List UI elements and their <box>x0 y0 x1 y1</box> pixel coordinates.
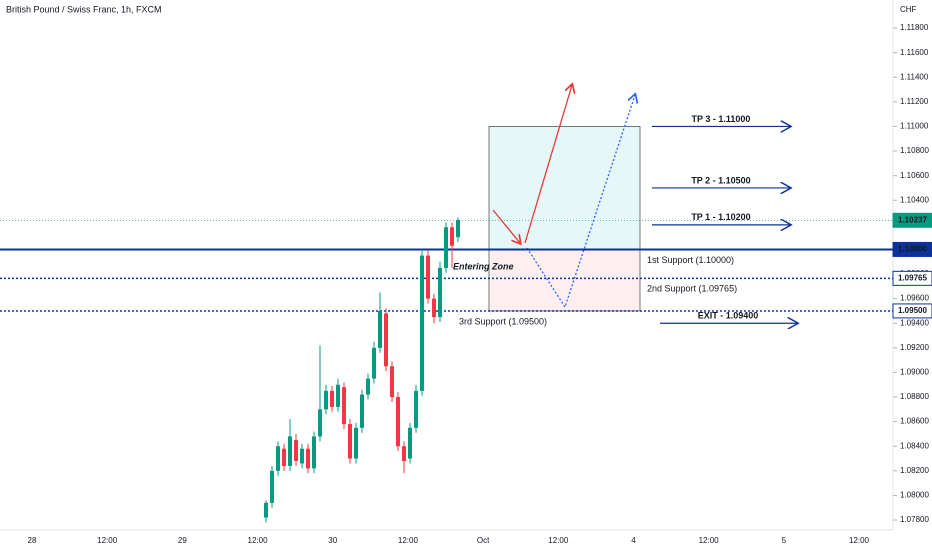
entry-label: Entering Zone <box>453 261 514 271</box>
y-tick-label: 1.11000 <box>900 122 929 131</box>
candle-body <box>402 446 406 461</box>
y-tick-label: 1.07800 <box>900 515 929 524</box>
candle-body <box>432 298 436 318</box>
candle-body <box>438 267 442 318</box>
price-tag-label: 1.09500 <box>898 306 927 315</box>
entry-arrow <box>492 209 520 243</box>
candle-body <box>396 397 400 447</box>
candle-body <box>372 347 376 379</box>
candle-body <box>450 227 454 246</box>
price-tag-label: 1.10000 <box>898 245 927 254</box>
candle-body <box>378 310 382 348</box>
y-tick-label: 1.11400 <box>900 72 929 81</box>
y-tick-label: 1.09600 <box>900 294 929 303</box>
support-label: 2nd Support (1.09765) <box>647 284 737 294</box>
y-tick-label: 1.10400 <box>900 195 929 204</box>
candle-body <box>348 424 352 459</box>
candle-body <box>300 448 304 464</box>
y-tick-label: 1.09400 <box>900 318 929 327</box>
candle-body <box>420 255 424 391</box>
candle-body <box>366 378 370 395</box>
profit-zone <box>488 126 641 250</box>
y-tick-label: 1.08000 <box>900 491 929 500</box>
y-tick-label: 1.08600 <box>900 417 929 426</box>
candle-body <box>276 446 280 471</box>
candle-body <box>270 470 274 503</box>
candle-body <box>444 227 448 268</box>
candle-body <box>318 409 322 437</box>
support-label: 1st Support (1.10000) <box>647 255 734 265</box>
price-tag <box>892 212 932 228</box>
price-tag <box>892 241 932 257</box>
candle-body <box>282 448 286 466</box>
y-tick-label: 1.08200 <box>900 466 929 475</box>
exit-label: EXIT - 1.09400 <box>698 311 759 321</box>
x-tick-label: 30 <box>328 536 337 545</box>
y-tick-label: 1.11800 <box>900 23 929 32</box>
x-tick-label: 12:00 <box>849 536 870 545</box>
price-tag <box>892 270 932 286</box>
candle-body <box>360 394 364 428</box>
chart-title: British Pound / Swiss Franc, 1h, FXCM <box>6 4 162 14</box>
x-tick-label: 29 <box>178 536 187 545</box>
candle-body <box>306 448 310 469</box>
candle-body <box>414 390 418 428</box>
y-tick-label: 1.11200 <box>900 97 929 106</box>
candle-body <box>336 384 340 407</box>
bull-arrow <box>524 85 572 244</box>
candle-body <box>390 366 394 398</box>
target-label: TP 1 - 1.10200 <box>691 212 750 222</box>
y-tick-label: 1.10600 <box>900 171 929 180</box>
price-tag-label: 1.09765 <box>898 273 927 282</box>
x-tick-label: 12:00 <box>548 536 569 545</box>
candle-body <box>264 502 268 518</box>
y-tick-label: 1.11600 <box>900 48 929 57</box>
candle-body <box>324 390 328 410</box>
x-tick-label: 4 <box>631 536 636 545</box>
price-tag-label: 1.10237 <box>898 215 927 224</box>
y-tick-label: 1.08800 <box>900 392 929 401</box>
candle-body <box>456 219 460 238</box>
loss-zone <box>488 249 641 312</box>
x-tick-label: 5 <box>782 536 787 545</box>
price-tag <box>892 303 932 319</box>
y-tick-label: 1.10800 <box>900 146 929 155</box>
target-label: TP 2 - 1.10500 <box>691 175 750 185</box>
x-tick-label: 12:00 <box>398 536 419 545</box>
candle-body <box>426 255 430 299</box>
candle-body <box>330 390 334 407</box>
x-tick-label: 12:00 <box>97 536 118 545</box>
y-unit: CHF <box>900 5 917 14</box>
x-tick-label: Oct <box>477 536 490 545</box>
y-tick-label: 1.08400 <box>900 441 929 450</box>
candle-body <box>354 427 358 459</box>
x-tick-label: 28 <box>28 536 37 545</box>
candle-body <box>288 436 292 466</box>
candle-body <box>342 387 346 425</box>
candle-body <box>312 436 316 469</box>
y-tick-label: 1.09000 <box>900 368 929 377</box>
candle-body <box>384 313 388 367</box>
x-tick-label: 12:00 <box>248 536 269 545</box>
support-label: 3rd Support (1.09500) <box>459 316 547 326</box>
candle-body <box>408 427 412 459</box>
y-tick-label: 1.09200 <box>900 343 929 352</box>
target-label: TP 3 - 1.11000 <box>692 114 751 124</box>
x-tick-label: 12:00 <box>699 536 720 545</box>
candle-body <box>294 440 298 461</box>
